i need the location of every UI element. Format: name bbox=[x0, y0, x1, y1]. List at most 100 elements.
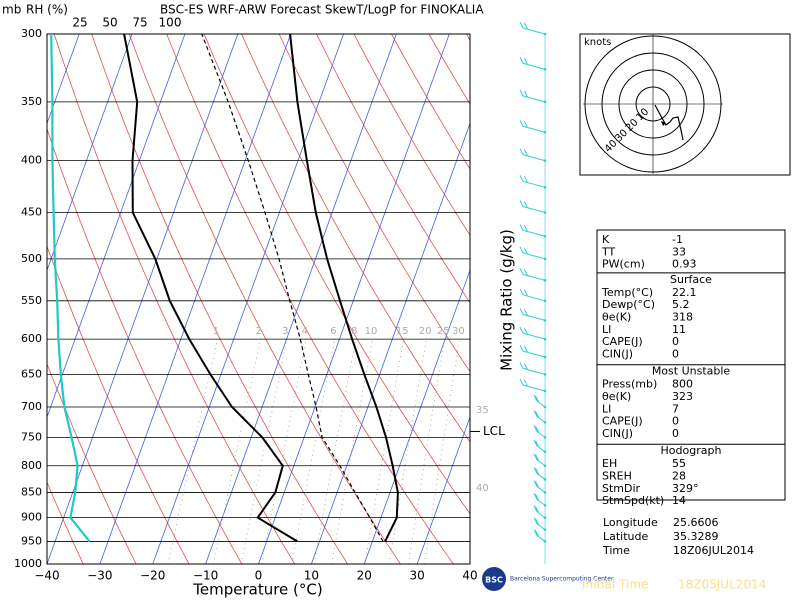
wind-barb bbox=[533, 394, 546, 408]
stat-name: Press(mb) bbox=[602, 378, 657, 391]
dry-adiabat bbox=[353, 34, 470, 236]
stat-name: K bbox=[602, 233, 610, 246]
wind-dot bbox=[543, 186, 547, 189]
wind-dot bbox=[543, 528, 547, 531]
wind-barb bbox=[519, 288, 546, 302]
wind-barb bbox=[519, 89, 546, 103]
x-tick-label: −10 bbox=[193, 569, 218, 583]
wind-dot bbox=[543, 337, 547, 341]
wind-barb bbox=[519, 57, 546, 70]
y-tick-label: 550 bbox=[21, 294, 42, 307]
stat-name: EH bbox=[602, 457, 617, 470]
dry-adiabat bbox=[766, 34, 800, 564]
wind-barb bbox=[519, 268, 546, 281]
stat-name: CIN(J) bbox=[602, 427, 633, 440]
stat-name: CAPE(J) bbox=[602, 415, 643, 428]
stat-value: 28 bbox=[672, 470, 686, 483]
y-tick-label: 350 bbox=[21, 95, 42, 108]
stat-name: LI bbox=[602, 323, 611, 336]
chart-title: BSC-ES WRF-ARW Forecast SkewT/LogP for F… bbox=[160, 3, 484, 17]
stat-value: 329° bbox=[672, 482, 699, 495]
dry-adiabat bbox=[203, 34, 470, 515]
stat-value: 11 bbox=[672, 323, 686, 336]
mixing-ratio-label: 30 bbox=[452, 326, 465, 337]
location-value: 25.6606 bbox=[673, 516, 719, 529]
x-tick-label: 0 bbox=[255, 569, 263, 583]
mixing-ratio-line bbox=[408, 339, 445, 564]
y-tick-label: 450 bbox=[21, 205, 42, 218]
wind-dot bbox=[543, 279, 547, 282]
profile-line bbox=[201, 33, 384, 542]
y-tick-label: 1000 bbox=[14, 557, 42, 570]
mixing-ratio-line bbox=[331, 339, 373, 564]
y-tick-label: 950 bbox=[21, 534, 42, 547]
hodograph-frame bbox=[579, 33, 791, 176]
dry-adiabat bbox=[691, 34, 800, 564]
logo-text: BSC bbox=[485, 576, 503, 585]
y-tick-label: 900 bbox=[21, 511, 42, 524]
wind-barb bbox=[533, 529, 546, 542]
hodograph-marker bbox=[661, 121, 666, 126]
wind-dot bbox=[543, 389, 547, 393]
wind-dot bbox=[543, 421, 547, 424]
stat-value: 318 bbox=[672, 311, 693, 324]
wind-dot bbox=[543, 503, 547, 507]
y-tick-label: 500 bbox=[21, 252, 42, 265]
stat-value: 0.93 bbox=[672, 258, 697, 271]
wind-dot bbox=[543, 450, 547, 454]
stat-value: -1 bbox=[672, 233, 683, 246]
stat-name: θe(K) bbox=[602, 390, 631, 403]
wind-barb bbox=[533, 505, 546, 519]
logo: BSC Barcelona Supercomputing Center bbox=[482, 567, 614, 591]
wind-barb bbox=[533, 425, 546, 438]
x-tick-label: −40 bbox=[34, 569, 59, 583]
wind-dot bbox=[543, 299, 547, 303]
isotherm bbox=[47, 34, 133, 272]
wind-barb bbox=[519, 362, 546, 375]
mixing-ratio-label: 1 bbox=[213, 326, 219, 337]
isotherm bbox=[152, 34, 344, 564]
wind-barb bbox=[519, 200, 546, 213]
mixing-ratio-line bbox=[364, 339, 404, 564]
dry-adiabat bbox=[53, 34, 296, 564]
mixing-ratio-line bbox=[291, 339, 336, 564]
stat-name: TT bbox=[601, 245, 616, 258]
wind-dot bbox=[543, 436, 547, 439]
y-tick-label: 700 bbox=[21, 400, 42, 413]
rh-tick-label: 100 bbox=[159, 16, 182, 30]
stat-value: 55 bbox=[672, 457, 686, 470]
wind-dot bbox=[543, 32, 547, 36]
x-tick-label: 10 bbox=[304, 569, 319, 583]
rh-label: RH (%) bbox=[26, 3, 68, 17]
wind-dot bbox=[543, 491, 547, 494]
stat-name: CAPE(J) bbox=[602, 335, 643, 348]
wind-barb bbox=[533, 480, 546, 493]
rh-tick-label: 75 bbox=[132, 16, 147, 30]
mixing-ratio-label: 3 bbox=[282, 326, 288, 337]
y-tick-label: 300 bbox=[21, 27, 42, 40]
wind-barb bbox=[519, 308, 546, 321]
profile-line bbox=[123, 33, 298, 543]
mixing-ratio-line bbox=[313, 339, 357, 564]
mixing-ratio-line bbox=[212, 339, 261, 564]
mixing-ratio-label: 4 bbox=[302, 326, 308, 337]
isotherm bbox=[99, 34, 292, 564]
mixing-ratio-label: 15 bbox=[396, 326, 409, 337]
wind-dot bbox=[543, 355, 547, 359]
stat-value: 323 bbox=[672, 390, 693, 403]
section-title: Surface bbox=[670, 273, 712, 286]
wind-dot bbox=[543, 130, 547, 134]
stat-name: StmSpd(kt) bbox=[602, 494, 664, 507]
x-tick-label: 40 bbox=[462, 569, 477, 583]
wind-barb bbox=[533, 439, 546, 453]
y-tick-label: 400 bbox=[21, 154, 42, 167]
wind-dot bbox=[543, 234, 547, 238]
y-tick-label: 600 bbox=[21, 332, 42, 345]
stat-value: 7 bbox=[672, 402, 679, 415]
stat-name: CIN(J) bbox=[602, 347, 633, 360]
wind-barb bbox=[533, 467, 546, 480]
stat-name: LI bbox=[602, 402, 611, 415]
stat-name: Dewp(°C) bbox=[602, 298, 655, 311]
wind-dot bbox=[543, 257, 547, 261]
